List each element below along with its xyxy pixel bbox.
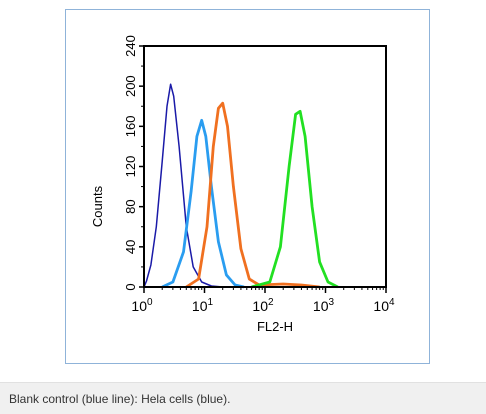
y-tick-label: 80 xyxy=(123,199,138,213)
x-tick-label: 103 xyxy=(313,297,335,314)
figure-frame: 0 40 80 120 160 200 240 100 101 102 103 104 Counts… xyxy=(65,9,430,364)
y-tick-label: 240 xyxy=(123,35,138,57)
y-axis-label: Counts xyxy=(90,185,105,227)
x-tick-label: 101 xyxy=(192,297,214,314)
x-tick-label: 100 xyxy=(131,297,153,314)
y-tick-label: 200 xyxy=(123,75,138,97)
y-axis: 0 40 80 120 160 200 240 xyxy=(123,35,144,291)
x-axis: 100 101 102 103 104 xyxy=(131,287,395,314)
x-tick-label: 104 xyxy=(373,297,395,314)
y-tick-label: 0 xyxy=(123,283,138,290)
histogram-series-2 xyxy=(161,118,245,289)
y-tick-label: 40 xyxy=(123,240,138,254)
y-tick-label: 120 xyxy=(123,156,138,178)
series-layer xyxy=(143,83,339,289)
figure-caption: Blank control (blue line): Hela cells (b… xyxy=(9,392,231,406)
y-tick-label: 160 xyxy=(123,115,138,137)
x-tick-label: 102 xyxy=(252,297,274,314)
histogram-series-4 xyxy=(251,109,339,289)
histogram-series-1 xyxy=(143,83,223,288)
caption-bar: Blank control (blue line): Hela cells (b… xyxy=(0,382,486,414)
x-axis-label: FL2-H xyxy=(257,319,293,334)
histogram-series-3 xyxy=(185,101,320,289)
flow-cytometry-histogram: 0 40 80 120 160 200 240 100 101 102 103 104 Counts… xyxy=(90,35,395,334)
